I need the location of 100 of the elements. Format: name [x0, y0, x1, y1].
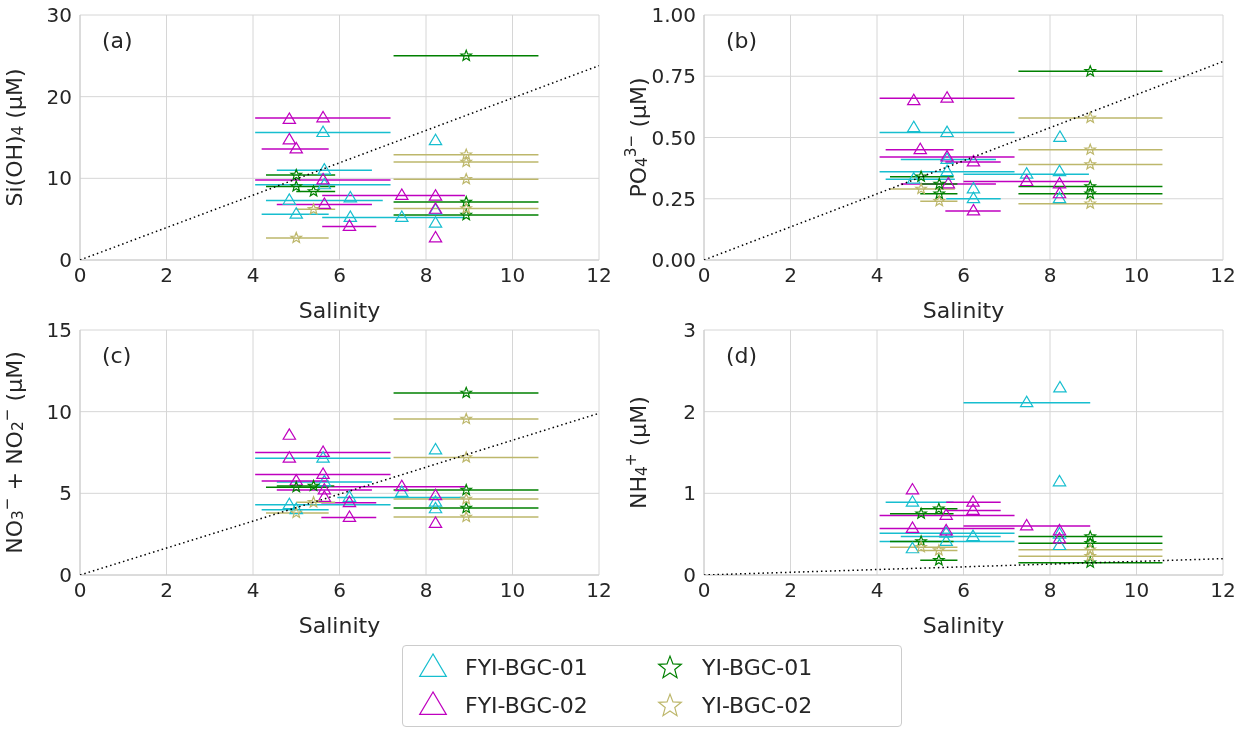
- x-tick-label: 10: [1123, 263, 1150, 288]
- point: [940, 125, 954, 138]
- point: [290, 180, 303, 192]
- point: [915, 541, 927, 553]
- point: [428, 189, 443, 201]
- point: [395, 479, 409, 492]
- point: [282, 112, 297, 125]
- point: [395, 485, 409, 498]
- x-tick-label: 8: [419, 263, 433, 288]
- x-tick-label: 12: [1210, 578, 1236, 603]
- point: [906, 172, 921, 184]
- point: [1052, 474, 1067, 487]
- y-tick-label: 10: [46, 166, 72, 191]
- point: [317, 163, 332, 175]
- point: [460, 510, 473, 523]
- point: [1052, 531, 1067, 544]
- point: [932, 544, 945, 556]
- point: [933, 195, 946, 207]
- annotation: (a): [102, 28, 133, 53]
- point: [1084, 197, 1097, 209]
- point: [1052, 527, 1067, 539]
- point: [316, 467, 330, 480]
- point: [940, 91, 954, 103]
- x-tick-label: 2: [160, 578, 173, 603]
- point: [905, 541, 920, 554]
- point: [1053, 130, 1067, 142]
- point: [316, 110, 330, 123]
- point: [460, 49, 473, 61]
- point: [317, 474, 332, 487]
- point: [915, 182, 927, 195]
- x-tick-label: 2: [784, 263, 797, 288]
- point: [460, 451, 473, 463]
- point: [290, 481, 303, 493]
- y-tick-label: 10: [46, 399, 72, 424]
- point: [342, 490, 357, 502]
- x-axis-title: Salinity: [922, 298, 1005, 323]
- point: [460, 148, 473, 160]
- point: [966, 181, 981, 194]
- y-tick-label: 0.75: [651, 64, 696, 89]
- point: [1084, 158, 1097, 170]
- point: [307, 496, 320, 508]
- x-tick-label: 6: [333, 578, 346, 603]
- point: [932, 554, 945, 566]
- point: [905, 482, 920, 495]
- point: [428, 488, 443, 501]
- x-tick-label: 8: [1043, 263, 1057, 288]
- point: [1052, 186, 1067, 199]
- point: [316, 451, 330, 463]
- x-tick-label: 12: [1210, 263, 1236, 288]
- point: [913, 142, 928, 155]
- point: [343, 190, 358, 203]
- point: [460, 501, 473, 514]
- point: [428, 230, 443, 243]
- x-tick-label: 2: [160, 263, 173, 288]
- point: [915, 170, 927, 182]
- point: [342, 510, 357, 523]
- point: [966, 203, 981, 216]
- y-tick-label: 2: [683, 399, 696, 424]
- x-axis-title: Salinity: [298, 613, 381, 638]
- point: [1052, 164, 1067, 177]
- point: [282, 193, 297, 205]
- point: [290, 506, 303, 518]
- annotation: (d): [726, 343, 758, 368]
- y-tick-label: 15: [46, 318, 72, 343]
- annotation: (b): [726, 28, 758, 53]
- point: [460, 386, 473, 398]
- point: [1052, 176, 1067, 189]
- point: [939, 534, 953, 547]
- point: [966, 503, 980, 515]
- y-tick-label: 1: [683, 481, 696, 506]
- y-tick-label: 3: [683, 318, 696, 343]
- point: [282, 451, 297, 463]
- legend-label: FYI-BGC-02: [465, 692, 588, 718]
- point: [940, 164, 954, 177]
- point: [460, 492, 473, 505]
- point: [905, 521, 920, 533]
- x-tick-label: 8: [419, 578, 433, 603]
- point: [282, 428, 297, 440]
- point: [1019, 395, 1034, 408]
- point: [1084, 187, 1097, 199]
- point: [290, 168, 303, 181]
- point: [428, 133, 443, 146]
- point: [282, 132, 297, 145]
- point: [906, 120, 921, 133]
- legend-label: YI-BGC-02: [702, 692, 813, 718]
- point: [316, 172, 330, 185]
- point: [317, 197, 332, 209]
- y-tick-label: 0.25: [651, 186, 696, 211]
- point: [1019, 167, 1034, 179]
- point: [460, 155, 473, 168]
- point: [289, 502, 304, 515]
- x-tick-label: 10: [499, 263, 526, 288]
- point: [1084, 530, 1097, 542]
- point: [316, 125, 330, 138]
- point: [1084, 65, 1097, 77]
- x-tick-label: 8: [1043, 578, 1057, 603]
- annotation: (c): [102, 343, 132, 368]
- x-tick-label: 6: [333, 263, 346, 288]
- point: [939, 508, 953, 520]
- point: [307, 203, 320, 215]
